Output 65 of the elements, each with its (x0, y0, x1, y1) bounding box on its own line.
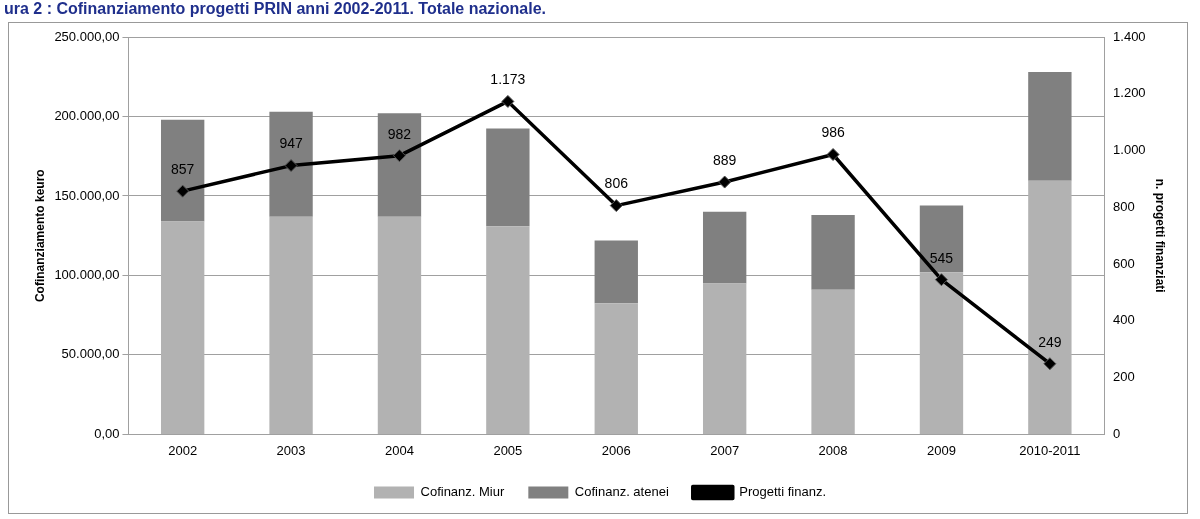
data-label: 806 (604, 175, 629, 192)
x-tick-label: 2006 (601, 442, 631, 458)
point (934, 273, 948, 287)
y-tick-label: 200.000,00 (54, 108, 120, 124)
point (501, 94, 515, 108)
bar (160, 221, 205, 434)
y2-tick-label: 0 (1113, 425, 1121, 441)
point (718, 175, 732, 189)
y2-tick-label: 200 (1113, 369, 1135, 385)
y2-tick-label: 600 (1113, 255, 1135, 271)
bar (811, 289, 855, 434)
bar (1028, 71, 1072, 181)
bar (377, 216, 422, 434)
y2-tick-label: 400 (1113, 312, 1135, 328)
bar (486, 128, 530, 227)
bar (594, 303, 638, 434)
bar (811, 215, 855, 290)
point (1043, 357, 1057, 371)
y2-axis-title: n. progetti finanziati (1153, 178, 1168, 293)
point (609, 199, 623, 213)
point (392, 149, 406, 163)
x-tick-label: 2010-2011 (1019, 442, 1081, 458)
x-tick-label: 2009 (927, 442, 956, 458)
data-label: 986 (821, 124, 845, 141)
bar (919, 205, 964, 273)
data-label: 982 (387, 125, 412, 142)
y-axis-title: Cofinanziamento keuro (32, 169, 47, 303)
y2-tick-label: 1.200 (1113, 85, 1146, 101)
data-label: 857 (170, 160, 195, 177)
y2-tick-label: 800 (1113, 198, 1135, 214)
point (176, 184, 190, 198)
bar (594, 240, 638, 304)
y2-tick-label: 1.000 (1113, 142, 1146, 158)
legend-label: Cofinanz. Miur (420, 484, 505, 500)
legend-label: Cofinanz. atenei (574, 484, 669, 500)
point (826, 148, 840, 162)
x-tick-label: 2003 (276, 442, 306, 458)
y-tick-label: 150.000,00 (54, 187, 120, 203)
data-label: 889 (712, 151, 737, 168)
bar (377, 113, 422, 217)
x-tick-label: 2002 (168, 442, 198, 458)
chart-title: ura 2 : Cofinanziamento progetti PRIN anni 2002-2011. Totale nazionale. (4, 0, 547, 18)
y-tick-label: 0,00 (94, 425, 120, 441)
x-tick-label: 2004 (385, 442, 414, 458)
x-tick-label: 2008 (818, 442, 848, 458)
data-label: 545 (929, 249, 954, 266)
y-tick-label: 100.000,00 (54, 267, 120, 283)
bar (702, 211, 747, 284)
legend-label: Progetti finanz. (739, 484, 826, 500)
bar (160, 119, 205, 222)
x-tick-label: 2007 (710, 442, 740, 458)
bar (702, 283, 747, 434)
y2-tick-label: 1.400 (1113, 28, 1146, 44)
bar (1028, 180, 1072, 434)
y-tick-label: 50.000,00 (61, 346, 120, 362)
y-tick-label: 250.000,00 (54, 28, 120, 44)
data-label: 1.173 (490, 71, 526, 88)
point (284, 159, 298, 173)
bar (486, 226, 530, 434)
bar (269, 216, 313, 434)
bar (269, 111, 313, 217)
data-label: 947 (279, 135, 303, 152)
bar (919, 272, 964, 434)
data-label: 249 (1038, 333, 1062, 350)
x-tick-label: 2005 (493, 442, 523, 458)
